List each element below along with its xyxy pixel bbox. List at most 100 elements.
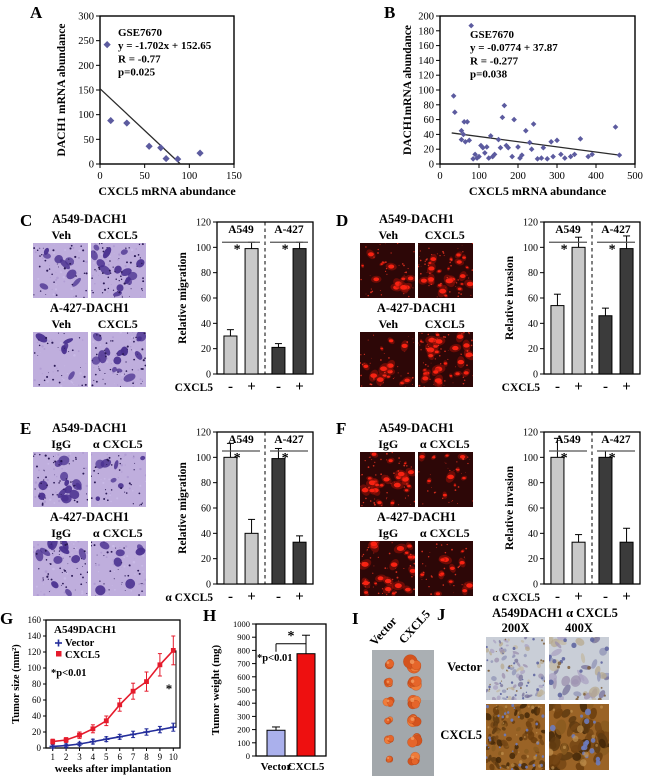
svg-text:40: 40 [201, 319, 211, 330]
svg-text:80: 80 [528, 478, 538, 489]
svg-text:A549: A549 [228, 224, 254, 236]
panel-f-row2-title: A-427-DACH1 [376, 510, 457, 524]
panel-j-header: A549DACH1 α CXCL5 [492, 606, 618, 620]
svg-text:*: * [609, 242, 616, 257]
svg-text:300: 300 [78, 12, 94, 23]
svg-text:0: 0 [437, 171, 442, 182]
svg-text:GSE7670: GSE7670 [118, 27, 163, 39]
svg-text:9: 9 [158, 752, 163, 762]
micrograph-d-a427-veh [360, 332, 415, 387]
panel-e-col1-label2: IgG [51, 526, 72, 540]
svg-text:50: 50 [84, 135, 95, 146]
svg-text:250: 250 [78, 36, 94, 47]
svg-text:R = -0.277: R = -0.277 [470, 55, 519, 67]
svg-text:80: 80 [528, 268, 538, 279]
svg-text:20: 20 [424, 145, 435, 156]
panel-e-row2-collabels: IgG α CXCL5 [33, 526, 146, 541]
svg-text:40: 40 [32, 711, 42, 721]
svg-text:A-427: A-427 [274, 224, 304, 236]
scatter-chart-a: 0 50 100 150 200 250 300 0 50 100 150 CXCL5 mRNA ab… [56, 12, 242, 199]
svg-text:Relative invasion: Relative invasion [504, 465, 516, 550]
svg-text:-: - [603, 379, 608, 395]
panel-e-col2-label2: α CXCL5 [92, 526, 143, 540]
panel-e-row1-title: A549-DACH1 [52, 421, 127, 435]
micrograph-d-a549-cxcl5 [418, 243, 473, 298]
panel-label-e: E [20, 419, 32, 438]
svg-text:-: - [276, 379, 281, 395]
svg-text:R = -0.77: R = -0.77 [118, 53, 161, 65]
panel-e-row1-collabels: IgG α CXCL5 [33, 437, 146, 452]
micrograph-e-a549-acxcl5 [91, 452, 146, 507]
panel-j-mag-200x: 200X [501, 621, 530, 635]
svg-text:300: 300 [549, 171, 565, 182]
svg-text:*p<0.01: *p<0.01 [257, 653, 292, 664]
svg-text:CXCL5 mRNA abundance: CXCL5 mRNA abundance [98, 184, 236, 198]
svg-text:100: 100 [78, 110, 94, 121]
svg-text:-: - [228, 589, 233, 605]
svg-text:160: 160 [418, 41, 434, 52]
panel-label-i: I [352, 609, 359, 628]
svg-text:A-427: A-427 [601, 434, 631, 446]
svg-text:-: - [555, 589, 560, 605]
svg-text:60: 60 [32, 695, 42, 705]
svg-text:200: 200 [237, 725, 250, 735]
svg-text:A549: A549 [555, 224, 581, 236]
ihc-cxcl5-400x [549, 704, 609, 770]
panel-c-row2-collabels: Veh CXCL5 [33, 317, 146, 332]
micrograph-c-a549-cxcl5 [91, 243, 146, 298]
svg-text:700: 700 [237, 659, 250, 669]
svg-text:-: - [276, 589, 281, 605]
micrograph-f-a427-acxcl5 [418, 541, 473, 596]
panel-d-col1-label2: Veh [378, 317, 399, 331]
svg-text:+: + [574, 589, 583, 605]
svg-text:*: * [561, 451, 568, 466]
svg-text:2: 2 [64, 752, 69, 762]
svg-text:A549: A549 [228, 434, 254, 446]
svg-text:20: 20 [201, 344, 211, 355]
panel-d-col2-label2: CXCL5 [424, 317, 465, 331]
panel-c-row1-collabels: Veh CXCL5 [33, 228, 146, 243]
svg-text:40: 40 [528, 319, 538, 330]
svg-text:*: * [234, 242, 241, 257]
svg-text:+: + [574, 379, 583, 395]
svg-text:*: * [234, 451, 241, 466]
svg-text:p=0.025: p=0.025 [118, 67, 156, 79]
panel-e-row2-title: A-427-DACH1 [49, 510, 130, 524]
svg-text:100: 100 [181, 171, 197, 182]
svg-text:50: 50 [139, 171, 150, 182]
panel-d-col2-label: CXCL5 [424, 228, 465, 242]
micrograph-c-a427-cxcl5 [91, 332, 146, 387]
panel-f-row1-collabels: IgG α CXCL5 [360, 437, 473, 452]
svg-text:120: 120 [418, 71, 434, 82]
svg-text:100: 100 [196, 243, 211, 254]
svg-text:weeks after implantation: weeks after implantation [55, 763, 172, 775]
svg-text:CXCL5: CXCL5 [175, 382, 214, 394]
panel-j-mag-400x: 400X [565, 621, 593, 635]
panel-label-d: D [336, 211, 349, 230]
svg-text:200: 200 [418, 12, 434, 23]
tumor-photo [372, 650, 434, 776]
svg-text:1: 1 [50, 752, 55, 762]
svg-text:300: 300 [237, 711, 250, 721]
micrograph-e-a427-acxcl5 [91, 541, 146, 596]
svg-text:0: 0 [533, 370, 538, 381]
panel-f-row1-title: A549-DACH1 [379, 421, 454, 435]
svg-text:p=0.038: p=0.038 [470, 69, 508, 81]
svg-text:y = -0.0774 + 37.87: y = -0.0774 + 37.87 [470, 42, 558, 54]
svg-text:120: 120 [196, 218, 211, 229]
svg-text:180: 180 [418, 26, 434, 37]
svg-text:60: 60 [424, 115, 435, 126]
svg-text:80: 80 [32, 679, 42, 689]
scatter-chart-b: 0 20 40 60 80 100 120 140 160 180 200 0 100 200 300 400… [402, 12, 643, 199]
panel-c-col2-label2: CXCL5 [97, 317, 138, 331]
svg-text:8: 8 [144, 752, 149, 762]
svg-text:120: 120 [523, 218, 538, 229]
svg-text:0: 0 [246, 751, 250, 761]
svg-text:100: 100 [28, 663, 42, 673]
svg-text:Vector: Vector [261, 761, 292, 773]
svg-text:CXCL5 mRNA abundance: CXCL5 mRNA abundance [469, 184, 607, 198]
svg-text:+: + [247, 379, 256, 395]
